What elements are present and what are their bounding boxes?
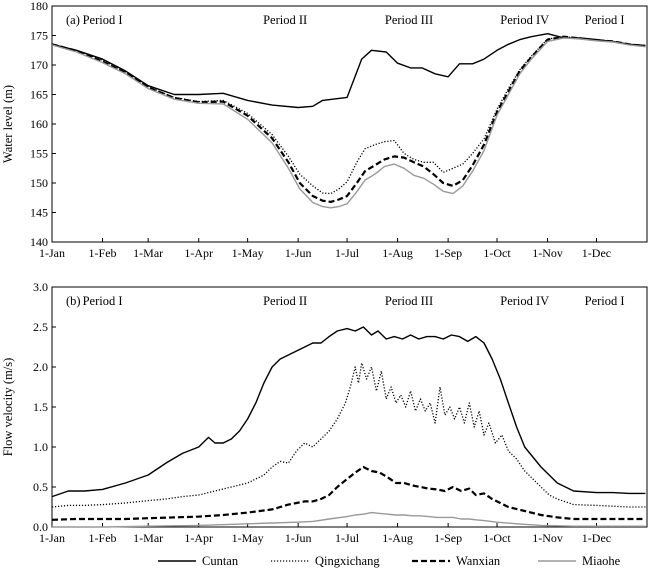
y-tick-label: 165 [30, 88, 48, 102]
x-tick-label: 1-Oct [483, 246, 511, 260]
period-label: Period IV [500, 13, 549, 27]
period-label: Period I [83, 294, 123, 308]
period-label: Period I [585, 13, 625, 27]
x-tick-label: 1-Dec [582, 531, 611, 545]
x-tick-label: 1-Jul [335, 531, 360, 545]
y-axis-label: Flow velocity (m/s) [1, 358, 15, 457]
y-tick-label: 160 [30, 117, 48, 131]
x-tick-label: 1-Oct [483, 531, 511, 545]
y-tick-label: 1.0 [33, 440, 48, 454]
x-tick-label: 1-Feb [89, 246, 117, 260]
period-label: Period I [83, 13, 123, 27]
period-label: Period II [263, 294, 307, 308]
panel-a: 140 145 150 155 160 165 170 175 180 1-Jan 1-Feb 1-M… [1, 0, 648, 260]
y-tick-label: 140 [30, 235, 48, 249]
period-label: Period III [385, 294, 433, 308]
y-tick-label: 3.0 [33, 280, 48, 294]
y-axis-label: Water level (m) [1, 85, 15, 163]
series-cuntan [51, 326, 646, 498]
y-tick-label: 145 [30, 206, 48, 220]
period-label: Period I [585, 294, 625, 308]
y-tick-label: 180 [30, 0, 48, 13]
x-tick-label: 1-Jan [39, 246, 65, 260]
x-tick-label: 1-May [232, 531, 264, 545]
series-qingxichang [51, 36, 646, 195]
x-tick-label: 1-Mar [133, 531, 163, 545]
x-tick-label: 1-Jun [285, 246, 312, 260]
series-cuntan [51, 33, 646, 109]
legend-label: Miaohe [582, 554, 621, 568]
y-tick-label: 150 [30, 176, 48, 190]
x-tick-label: 1-Feb [89, 531, 117, 545]
panel-label: (a) [66, 13, 80, 27]
panel-b: 0.0 0.5 1.0 1.5 2.0 2.5 3.0 1-Jan 1-Feb 1-Mar 1-Ap… [1, 280, 648, 545]
series-miaohe [51, 37, 646, 209]
x-tick-label: 1-Jul [335, 246, 360, 260]
y-tick-label: 175 [30, 29, 48, 43]
series-wanxian [51, 465, 646, 521]
x-tick-label: 1-Mar [133, 246, 163, 260]
plot-frame [51, 286, 648, 528]
series-miaohe [52, 511, 646, 528]
series-qingxichang [51, 362, 646, 508]
series-wanxian [51, 35, 646, 203]
period-label: Period IV [500, 294, 549, 308]
x-tick-label: 1-Aug [382, 246, 413, 260]
x-tick-label: 1-Sep [434, 246, 462, 260]
x-tick-label: 1-Jun [285, 531, 312, 545]
x-tick-label: 1-Dec [582, 246, 611, 260]
legend-label: Wanxian [456, 554, 501, 568]
panel-label: (b) [66, 294, 81, 308]
x-tick-label: 1-Apr [184, 531, 213, 545]
y-tick-label: 170 [30, 58, 48, 72]
x-tick-label: 1-Sep [434, 531, 462, 545]
x-tick-label: 1-Jan [39, 531, 65, 545]
x-tick-label: 1-May [232, 246, 264, 260]
plot-frame [51, 5, 648, 243]
period-label: Period III [385, 13, 433, 27]
legend: Cuntan Qingxichang Wanxian Miaohe [158, 554, 621, 568]
y-tick-label: 2.5 [33, 320, 48, 334]
x-tick-label: 1-Nov [532, 246, 563, 260]
x-tick-label: 1-Apr [184, 246, 213, 260]
y-tick-label: 0.0 [33, 520, 48, 534]
legend-label: Qingxichang [315, 554, 380, 568]
y-tick-label: 155 [30, 147, 48, 161]
legend-label: Cuntan [202, 554, 239, 568]
y-tick-label: 2.0 [33, 360, 48, 374]
period-label: Period II [263, 13, 307, 27]
x-tick-label: 1-Nov [532, 531, 563, 545]
y-tick-label: 1.5 [33, 400, 48, 414]
x-tick-label: 1-Aug [382, 531, 413, 545]
y-tick-label: 0.5 [33, 480, 48, 494]
